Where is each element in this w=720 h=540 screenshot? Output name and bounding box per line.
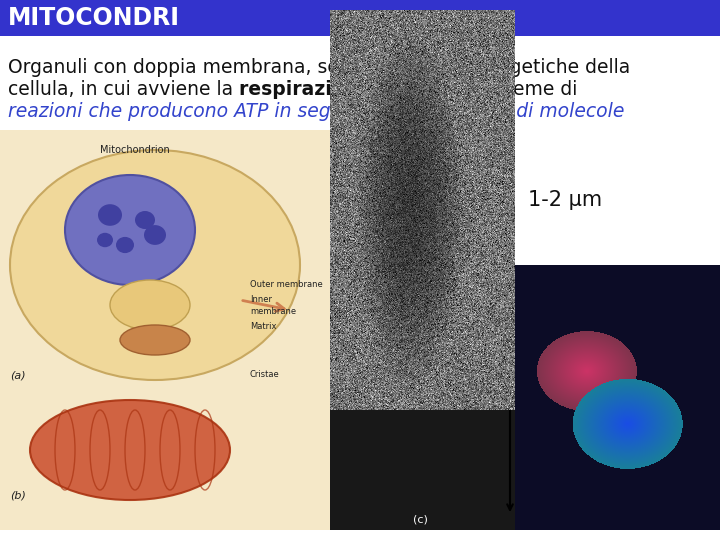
Ellipse shape xyxy=(30,400,230,500)
Bar xyxy=(0,0,720,36)
Ellipse shape xyxy=(10,150,300,380)
Text: (c): (c) xyxy=(413,515,428,525)
Text: MITOCONDRI: MITOCONDRI xyxy=(8,6,180,30)
Ellipse shape xyxy=(116,237,134,253)
Text: , insieme di: , insieme di xyxy=(469,80,577,99)
Ellipse shape xyxy=(144,225,166,245)
Text: Mitochondrion: Mitochondrion xyxy=(100,145,170,155)
Ellipse shape xyxy=(65,175,195,285)
Text: Cristae: Cristae xyxy=(250,370,280,379)
Text: Outer membrane: Outer membrane xyxy=(250,280,323,289)
Text: Inner: Inner xyxy=(250,295,272,304)
Text: (a): (a) xyxy=(10,370,26,380)
Ellipse shape xyxy=(110,280,190,330)
Text: Organuli con doppia membrana, sono le centrali energetiche della: Organuli con doppia membrana, sono le ce… xyxy=(8,58,630,77)
Bar xyxy=(515,265,720,530)
Text: (b): (b) xyxy=(10,490,26,500)
Ellipse shape xyxy=(120,325,190,355)
Ellipse shape xyxy=(98,204,122,226)
Ellipse shape xyxy=(97,233,113,247)
Text: membrane: membrane xyxy=(250,307,296,316)
Bar xyxy=(0,130,330,530)
Text: reazioni che producono ATP in seguito all’ossidazione di molecole: reazioni che producono ATP in seguito al… xyxy=(8,102,624,121)
FancyArrowPatch shape xyxy=(243,301,284,311)
Text: Matrix: Matrix xyxy=(250,322,276,331)
Bar xyxy=(330,130,515,530)
Ellipse shape xyxy=(135,211,155,229)
Text: cellula, in cui avviene la: cellula, in cui avviene la xyxy=(8,80,239,99)
Text: respirazione cellulare: respirazione cellulare xyxy=(239,80,469,99)
Text: 1-2 μm: 1-2 μm xyxy=(528,190,602,210)
